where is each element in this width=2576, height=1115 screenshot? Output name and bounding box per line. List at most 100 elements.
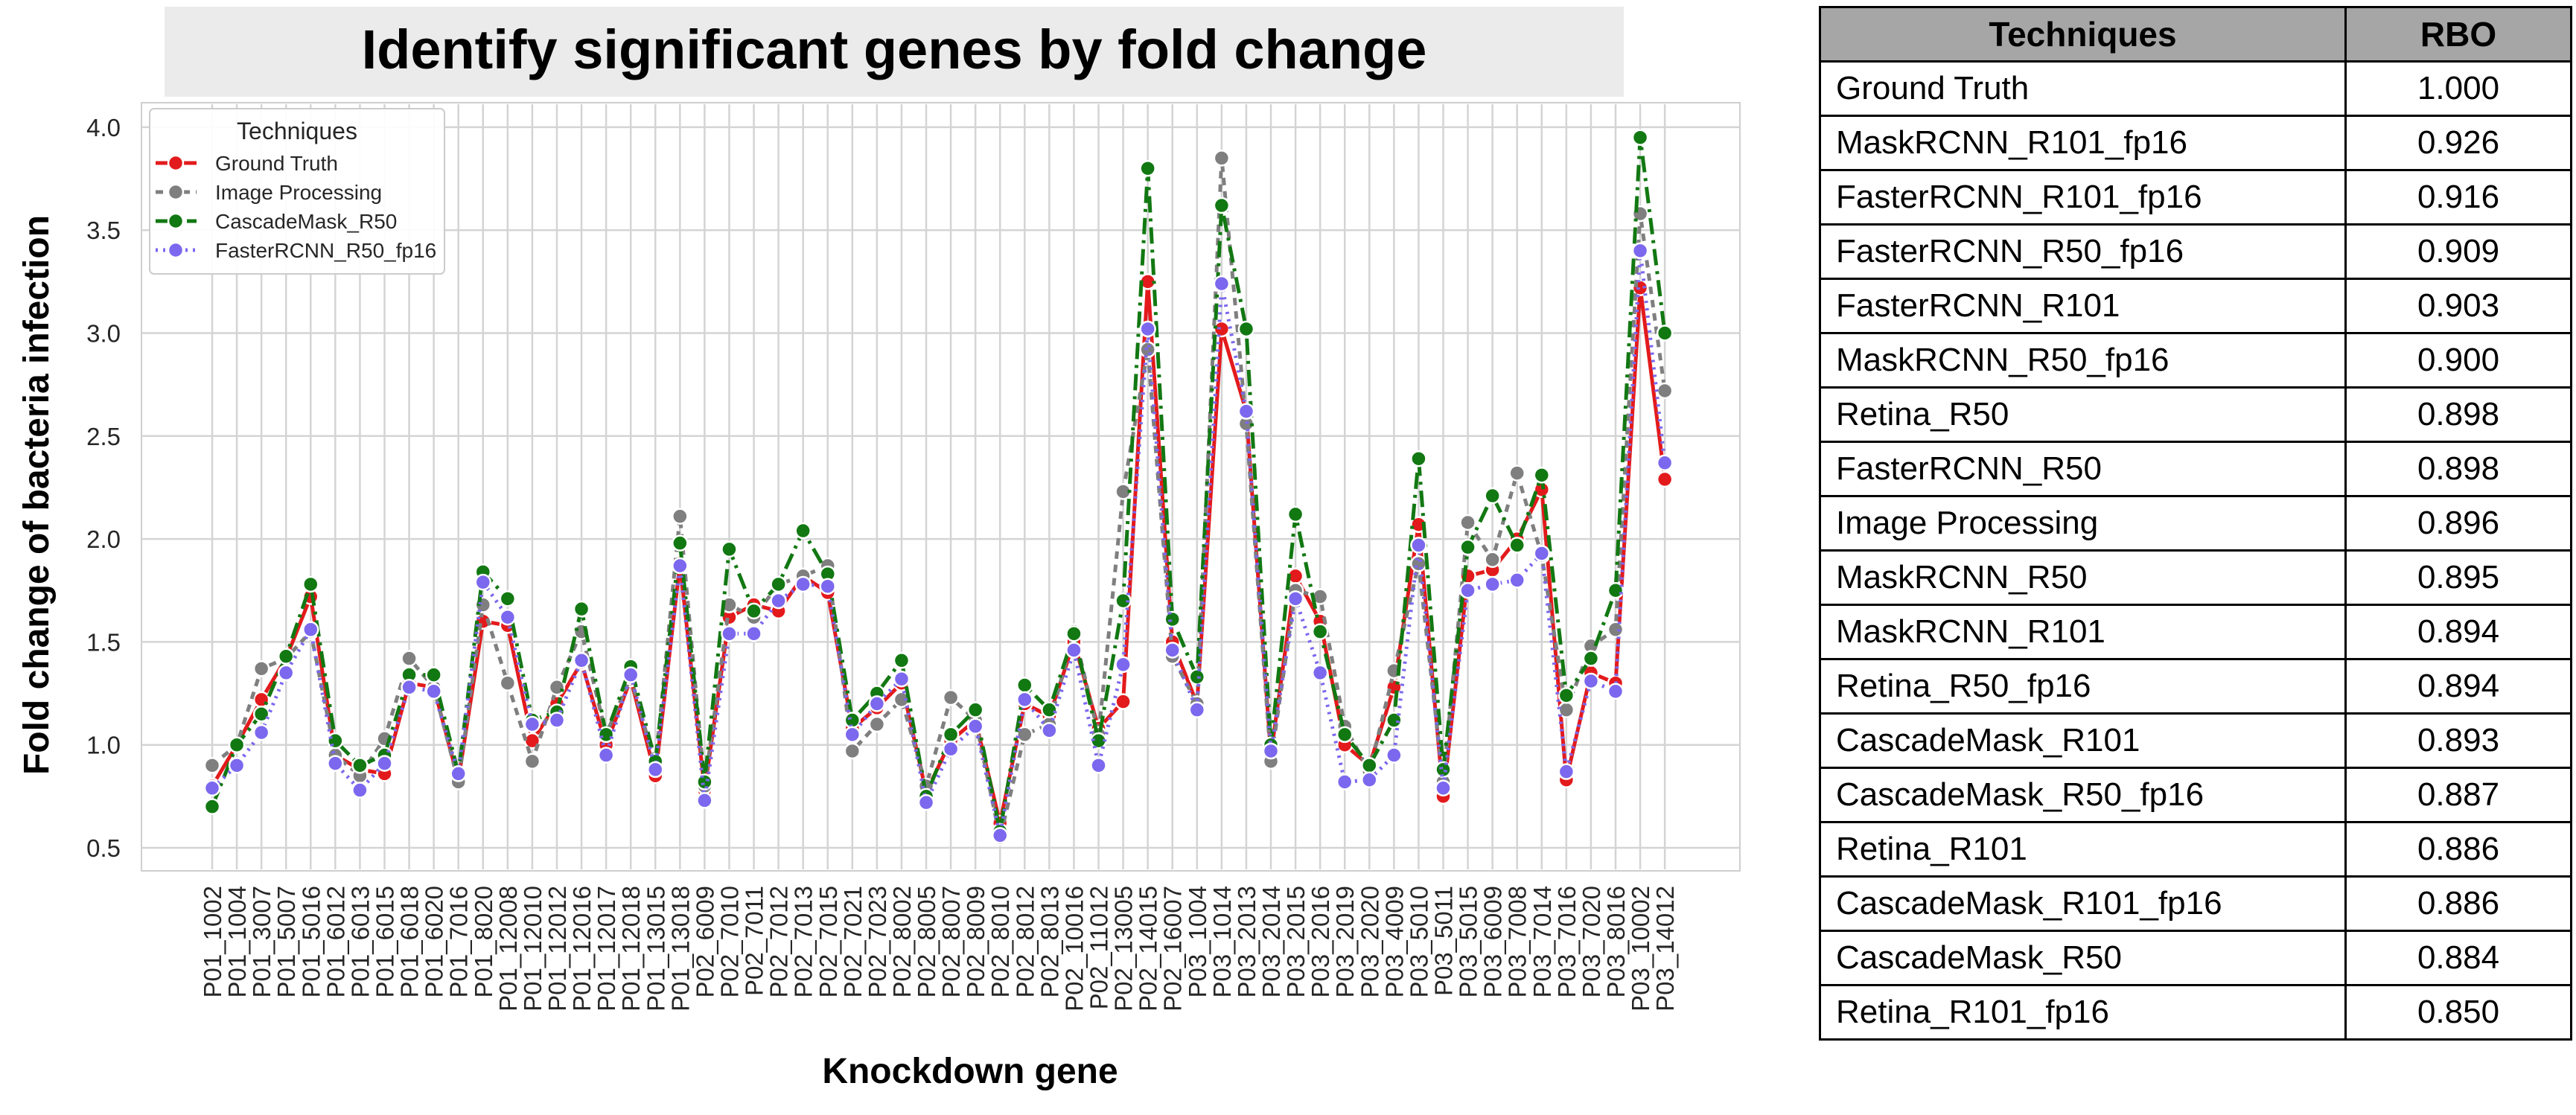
x-tick-label: P03_5011 bbox=[1430, 886, 1458, 996]
x-tick-label: P01_12010 bbox=[519, 886, 546, 1012]
data-point bbox=[672, 534, 689, 552]
data-point bbox=[1311, 623, 1329, 640]
data-point bbox=[1410, 537, 1427, 554]
data-point bbox=[721, 540, 738, 558]
data-point bbox=[1410, 450, 1427, 467]
x-tick-label: P03_1004 bbox=[1184, 886, 1211, 997]
data-point bbox=[1336, 773, 1354, 790]
rbo-value-cell: 0.909 bbox=[2344, 223, 2572, 280]
x-tick-label: P02_7012 bbox=[765, 886, 793, 997]
data-point bbox=[1656, 454, 1674, 472]
data-point bbox=[203, 798, 221, 815]
data-point bbox=[942, 740, 960, 758]
data-point bbox=[1065, 642, 1083, 659]
table-row: FasterRCNN_R50_fp16 0.909 bbox=[1819, 223, 2572, 280]
rbo-value-cell: 0.886 bbox=[2344, 875, 2572, 932]
x-tick-label: P03_2020 bbox=[1356, 886, 1383, 997]
technique-cell: FasterRCNN_R50 bbox=[1819, 441, 2347, 497]
table-row: MaskRCNN_R50 0.895 bbox=[1819, 549, 2572, 606]
data-point bbox=[499, 608, 517, 626]
data-point bbox=[302, 575, 319, 593]
rbo-value-cell: 0.887 bbox=[2344, 767, 2572, 823]
data-point bbox=[1582, 672, 1600, 690]
data-point bbox=[1533, 467, 1551, 484]
data-point bbox=[1656, 325, 1674, 342]
data-point bbox=[794, 522, 812, 540]
x-tick-label: P02_7011 bbox=[741, 886, 768, 996]
series-layer bbox=[203, 129, 1674, 846]
table-row: Image Processing 0.896 bbox=[1819, 495, 2572, 552]
x-tick-label: P02_8005 bbox=[913, 886, 940, 997]
x-tick-label: P03_5015 bbox=[1455, 886, 1482, 997]
data-point bbox=[942, 689, 960, 706]
y-tick-labels: 0.5 1.0 1.5 2.0 2.5 3.0 3.5 4.0 bbox=[86, 114, 121, 862]
data-point bbox=[252, 705, 270, 723]
x-tick-label: P03_7020 bbox=[1578, 886, 1605, 997]
x-tick-label: P02_16007 bbox=[1159, 886, 1187, 1012]
data-point bbox=[1041, 701, 1058, 718]
x-tick-label: P02_10016 bbox=[1060, 886, 1088, 1012]
table-row: FasterRCNN_R50 0.898 bbox=[1819, 441, 2572, 497]
data-point bbox=[868, 715, 886, 733]
x-tick-label: P02_6009 bbox=[691, 886, 718, 997]
x-axis-label: Knockdown gene bbox=[822, 1052, 1118, 1091]
series-line bbox=[211, 249, 1667, 837]
rbo-value-cell: 0.916 bbox=[2344, 169, 2572, 226]
data-point bbox=[203, 757, 221, 774]
data-point bbox=[942, 726, 960, 744]
x-tick-label: P02_8009 bbox=[962, 886, 989, 997]
x-tick-label: P02_14015 bbox=[1135, 886, 1162, 1012]
data-point bbox=[401, 679, 418, 696]
x-tick-label: P01_5007 bbox=[272, 886, 300, 997]
data-point bbox=[819, 578, 836, 595]
data-point bbox=[1213, 197, 1231, 214]
x-tick-label: P01_12012 bbox=[543, 886, 571, 1012]
data-point bbox=[1435, 779, 1452, 797]
data-point bbox=[1139, 320, 1156, 338]
data-point bbox=[844, 742, 861, 760]
data-point bbox=[1090, 757, 1107, 774]
data-point bbox=[1188, 701, 1206, 718]
fold-change-chart: Identify significant genes by fold chang… bbox=[17, 7, 1741, 1091]
legend: Techniques Ground Truth Image Processing C… bbox=[149, 108, 445, 275]
data-point bbox=[1484, 487, 1501, 505]
data-point bbox=[252, 723, 270, 741]
table-row: CascadeMask_R50 0.884 bbox=[1819, 930, 2572, 986]
data-point bbox=[548, 679, 566, 696]
data-point bbox=[991, 827, 1009, 844]
legend-title: Techniques bbox=[237, 118, 357, 144]
technique-cell: MaskRCNN_R50 bbox=[1819, 549, 2347, 606]
technique-cell: Retina_R101_fp16 bbox=[1819, 984, 2347, 1041]
y-tick-label: 1.0 bbox=[86, 732, 121, 759]
data-point bbox=[228, 757, 246, 774]
technique-cell: CascadeMask_R101 bbox=[1819, 712, 2347, 769]
x-tick-label: P01_13015 bbox=[642, 886, 669, 1012]
data-point bbox=[721, 625, 738, 642]
data-point bbox=[523, 715, 541, 733]
technique-cell: CascadeMask_R50 bbox=[1819, 930, 2347, 986]
data-point bbox=[474, 573, 492, 591]
data-point bbox=[1386, 747, 1403, 764]
rbo-value-cell: 0.884 bbox=[2344, 930, 2572, 986]
table-row: Retina_R101_fp16 0.850 bbox=[1819, 984, 2572, 1041]
data-point bbox=[573, 600, 590, 618]
data-point bbox=[1115, 656, 1132, 674]
technique-cell: Ground Truth bbox=[1819, 60, 2347, 117]
rbo-value-cell: 0.850 bbox=[2344, 984, 2572, 1041]
data-point bbox=[893, 670, 911, 688]
data-point bbox=[302, 621, 319, 639]
x-tick-label: P01_6012 bbox=[322, 886, 349, 997]
table-row: MaskRCNN_R50_fp16 0.900 bbox=[1819, 332, 2572, 389]
data-point bbox=[1016, 677, 1033, 694]
data-point bbox=[1484, 551, 1501, 569]
x-tick-label: P02_7021 bbox=[839, 886, 867, 997]
x-tick-labels: P01_1002P01_1004P01_3007P01_5007P01_5016… bbox=[199, 886, 1679, 1012]
legend-box bbox=[149, 108, 445, 275]
data-point bbox=[1139, 159, 1156, 177]
data-point bbox=[499, 674, 517, 691]
legend-label: Image Processing bbox=[215, 181, 382, 204]
table-row: Ground Truth 1.000 bbox=[1819, 60, 2572, 117]
x-tick-label: P01_3007 bbox=[248, 886, 275, 997]
technique-cell: MaskRCNN_R101 bbox=[1819, 604, 2347, 660]
table-row: CascadeMask_R101 0.893 bbox=[1819, 712, 2572, 769]
